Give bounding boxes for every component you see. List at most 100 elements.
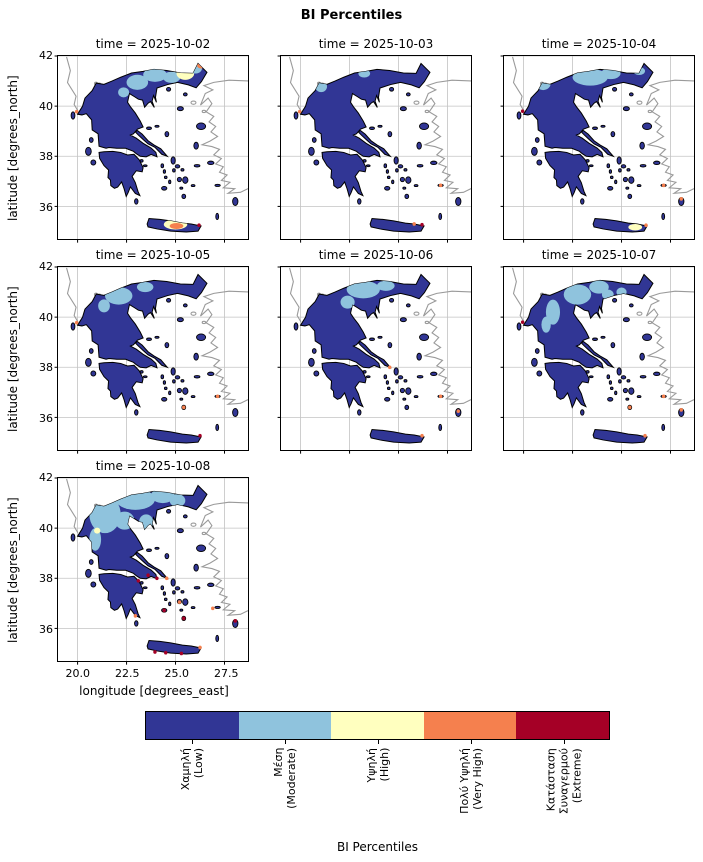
danger-patches xyxy=(541,280,627,333)
danger-spot xyxy=(233,619,237,623)
danger-patch xyxy=(143,67,167,82)
axis-ticks xyxy=(501,267,671,454)
danger-patch xyxy=(105,287,133,305)
danger-spot xyxy=(162,608,166,613)
danger-patch xyxy=(98,299,110,313)
danger-spot xyxy=(438,394,443,399)
colorbar-segment-low xyxy=(146,712,239,739)
y-tick-label: 40 xyxy=(39,521,53,535)
x-tick-label: 27.5 xyxy=(213,667,239,680)
subplot: time = 2025-10-02 42 40 38 36 latitude [degr… xyxy=(6,37,249,240)
danger-patch xyxy=(176,67,195,80)
axis-ticks xyxy=(55,56,225,243)
danger-spot xyxy=(74,320,79,325)
danger-spot xyxy=(520,109,525,113)
danger-patches xyxy=(89,488,186,551)
y-tick-label: 42 xyxy=(39,260,53,273)
danger-spot xyxy=(438,183,443,188)
danger-patch xyxy=(633,67,646,76)
facet-title: time = 2025-10-05 xyxy=(95,248,211,262)
danger-patch xyxy=(340,295,355,309)
danger-patch xyxy=(114,511,135,530)
danger-patch xyxy=(346,280,380,299)
map-svg xyxy=(58,56,248,239)
danger-patch xyxy=(541,316,551,333)
facet-title: time = 2025-10-03 xyxy=(318,37,434,51)
x-tick-label: 25.0 xyxy=(164,667,190,680)
danger-spot xyxy=(179,651,184,656)
danger-spot xyxy=(628,405,632,410)
danger-patch xyxy=(535,77,551,91)
facet-title: time = 2025-10-06 xyxy=(318,248,434,262)
facet-title: time = 2025-10-02 xyxy=(95,37,211,51)
island-danger-spots xyxy=(520,320,683,438)
subplot: time = 2025-10-04 xyxy=(503,37,695,240)
danger-patch xyxy=(589,280,609,294)
danger-spot xyxy=(136,578,141,583)
danger-spot xyxy=(420,433,424,438)
danger-patch xyxy=(572,69,608,86)
y-tick-label: 38 xyxy=(39,361,53,375)
danger-spot xyxy=(153,650,157,654)
colorbar-category-label: Μέση (Moderate) xyxy=(271,748,298,809)
danger-patch xyxy=(169,222,184,229)
danger-spot xyxy=(197,223,201,228)
danger-patch xyxy=(136,282,154,293)
danger-spot xyxy=(661,394,666,399)
colorbar-segment-very_high xyxy=(423,712,517,739)
danger-patch xyxy=(628,223,643,231)
danger-patch xyxy=(563,284,592,305)
colorbar-tick xyxy=(563,740,565,744)
danger-patch xyxy=(94,527,101,534)
danger-spot xyxy=(155,576,159,581)
x-tick-label: 20.0 xyxy=(65,667,91,680)
island-danger-spots xyxy=(74,109,201,228)
island-danger-spots xyxy=(133,573,237,656)
danger-spot xyxy=(679,197,683,201)
danger-spot xyxy=(182,405,186,410)
island-danger-spots xyxy=(520,109,683,228)
island-danger-spots xyxy=(388,365,460,438)
colorbar-tick xyxy=(284,740,286,744)
colorbar-category-label: Κατάσταση Συναγερμού (Extreme) xyxy=(544,748,583,815)
danger-patch xyxy=(162,71,181,83)
map-svg xyxy=(281,267,471,450)
map-svg xyxy=(504,56,694,239)
danger-spot xyxy=(644,223,648,228)
facet-title: time = 2025-10-04 xyxy=(541,37,657,51)
colorbar-category-label: Υψηλή (High) xyxy=(364,748,391,783)
danger-spot xyxy=(133,614,138,618)
danger-patch xyxy=(545,299,561,325)
danger-patches xyxy=(340,280,395,309)
colorbar-tick xyxy=(470,740,472,744)
danger-spot xyxy=(215,394,220,399)
danger-spot xyxy=(679,408,683,412)
colorbar-category-label: Πολύ Υψηλή (Very High) xyxy=(457,748,484,814)
axis-ticks xyxy=(278,56,448,243)
y-tick-label: 36 xyxy=(39,201,53,215)
danger-spot xyxy=(164,650,168,655)
map-svg xyxy=(281,56,471,239)
x-axis-label: longitude [degrees_east] xyxy=(79,684,229,698)
colorbar-category-label: Χαμηλή (Low) xyxy=(178,748,205,791)
danger-spot xyxy=(165,576,169,581)
danger-spot xyxy=(74,109,79,114)
subplot: time = 2025-10-06 xyxy=(280,248,472,451)
danger-spot xyxy=(297,109,302,114)
danger-spot xyxy=(182,616,186,621)
y-tick-label: 42 xyxy=(39,49,53,62)
map-svg xyxy=(58,478,248,661)
subplot: time = 2025-10-07 xyxy=(501,248,695,454)
facet-title: time = 2025-10-08 xyxy=(95,459,211,473)
axis-ticks xyxy=(501,56,671,243)
danger-spot xyxy=(643,433,647,438)
danger-spot xyxy=(198,433,202,438)
y-tick-label: 40 xyxy=(39,99,53,113)
figure-title: BI Percentiles xyxy=(300,8,403,23)
y-tick-label: 36 xyxy=(39,412,53,426)
facet-title: time = 2025-10-07 xyxy=(541,248,657,262)
danger-spot xyxy=(520,320,525,324)
danger-spot xyxy=(177,600,182,604)
danger-spot xyxy=(661,183,666,188)
colorbar-segment-extreme xyxy=(516,712,609,739)
